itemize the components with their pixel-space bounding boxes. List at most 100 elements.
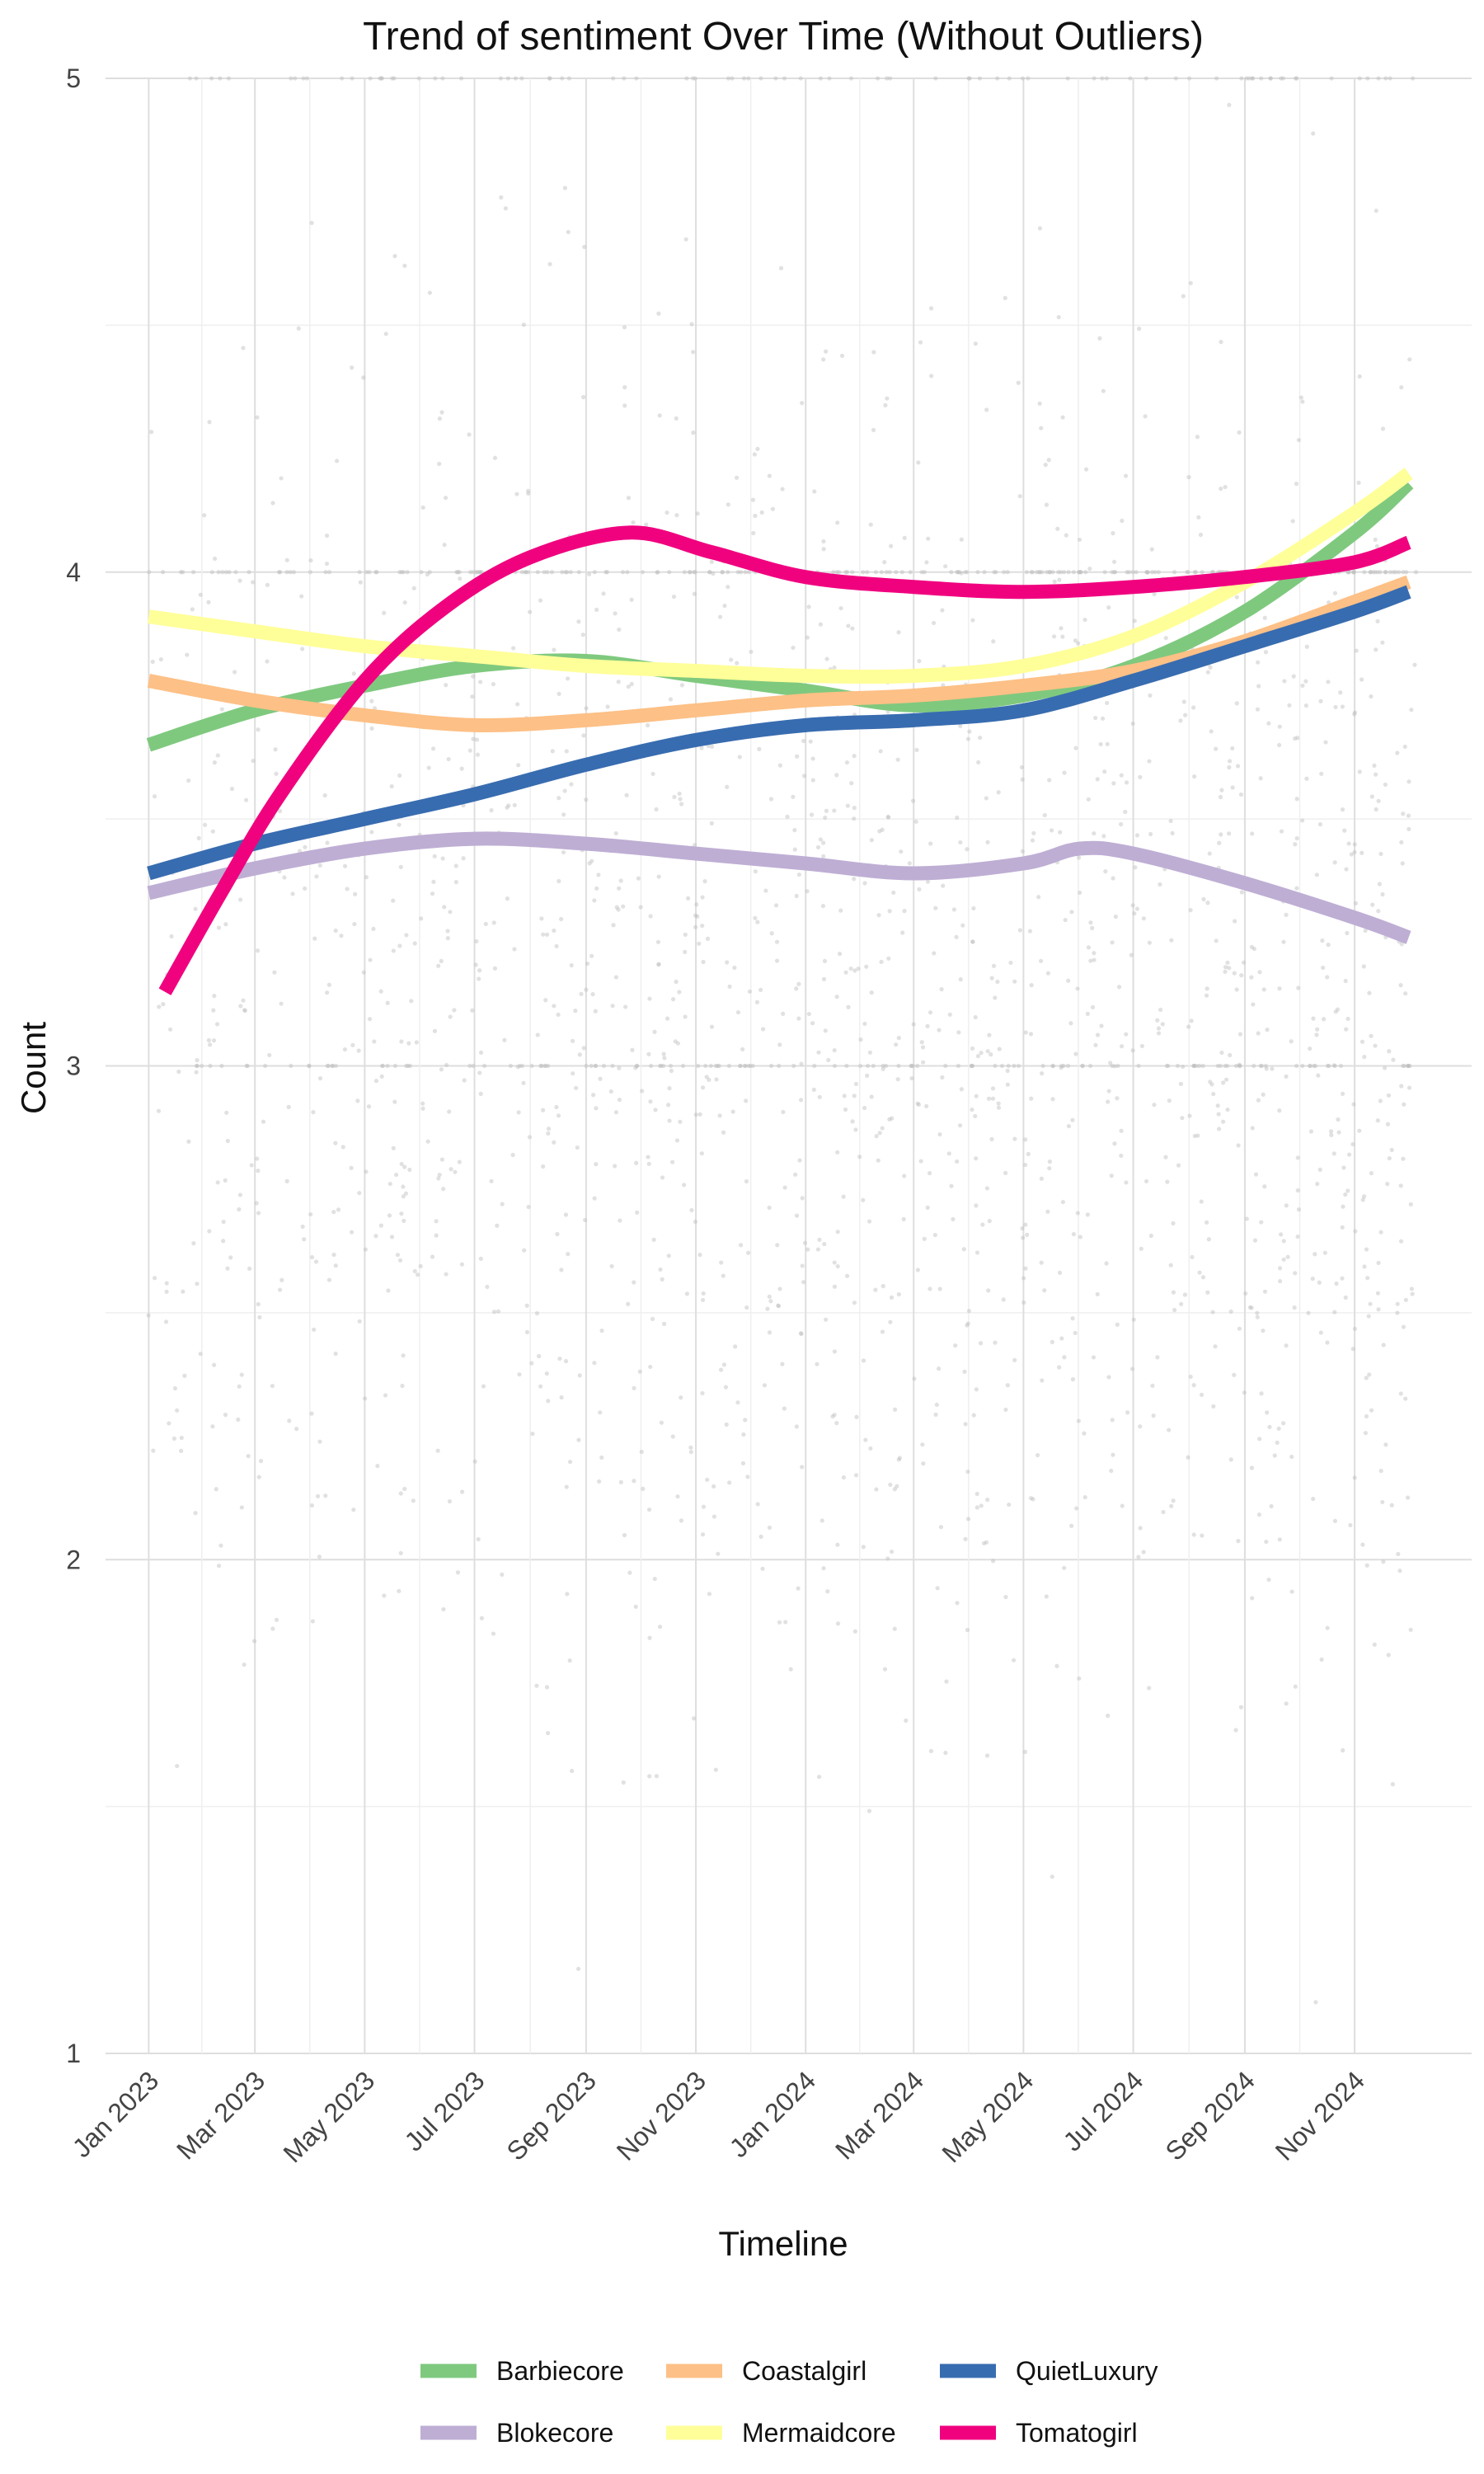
- scatter-point: [1377, 882, 1382, 887]
- scatter-point: [1005, 1383, 1010, 1388]
- scatter-point: [1191, 1063, 1197, 1069]
- scatter-point: [1205, 1220, 1209, 1225]
- scatter-point: [1030, 838, 1036, 843]
- scatter-point: [816, 1774, 822, 1780]
- scatter-point: [692, 591, 697, 596]
- scatter-point: [459, 1489, 465, 1494]
- x-tick-label: Jan 2024: [724, 2065, 822, 2163]
- scatter-point: [885, 1556, 890, 1561]
- scatter-point: [273, 747, 278, 752]
- scatter-point: [1110, 570, 1115, 575]
- scatter-point: [654, 807, 659, 812]
- scatter-point: [739, 570, 744, 575]
- series-line-blokecore: [147, 831, 1411, 944]
- x-tick-label: Jan 2023: [67, 2065, 165, 2163]
- scatter-point: [1296, 985, 1301, 990]
- scatter-point: [845, 803, 850, 808]
- scatter-point: [445, 929, 450, 934]
- scatter-point: [477, 976, 481, 981]
- scatter-point: [584, 706, 589, 711]
- scatter-point: [1167, 1427, 1172, 1432]
- scatter-point: [656, 962, 661, 967]
- scatter-point: [765, 1306, 770, 1311]
- scatter-point: [1390, 1782, 1395, 1787]
- scatter-point: [1111, 876, 1115, 881]
- scatter-point: [714, 1077, 719, 1082]
- scatter-point: [331, 1252, 336, 1258]
- scatter-point: [1368, 1301, 1373, 1306]
- scatter-point: [1304, 644, 1309, 649]
- scatter-point: [1236, 1539, 1241, 1544]
- scatter-point: [221, 1239, 226, 1244]
- scatter-point: [412, 1268, 417, 1274]
- scatter-point: [938, 1525, 944, 1530]
- scatter-point: [901, 1216, 906, 1221]
- scatter-point: [1003, 1170, 1008, 1175]
- scatter-point: [172, 1385, 178, 1391]
- scatter-point: [312, 1327, 317, 1332]
- scatter-point: [837, 952, 843, 957]
- scatter-point: [1239, 76, 1244, 81]
- scatter-point: [815, 1247, 821, 1252]
- scatter-point: [936, 1366, 942, 1371]
- scatter-point: [917, 659, 922, 664]
- scatter-point: [735, 1400, 740, 1405]
- scatter-point: [1227, 764, 1232, 770]
- scatter-point: [1369, 1171, 1374, 1176]
- scatter-point: [1325, 1340, 1330, 1345]
- scatter-point: [1317, 1280, 1322, 1285]
- scatter-point: [1376, 1260, 1381, 1266]
- scatter-point: [519, 1063, 525, 1069]
- scatter-point: [1172, 1307, 1177, 1313]
- scatter-point: [674, 979, 679, 985]
- scatter-point: [279, 476, 284, 481]
- scatter-point: [1349, 852, 1355, 857]
- scatter-point: [861, 1197, 866, 1202]
- scatter-point: [1387, 1049, 1392, 1054]
- scatter-point: [1134, 570, 1139, 575]
- scatter-point: [638, 905, 643, 910]
- scatter-point: [850, 570, 855, 575]
- scatter-point: [792, 847, 797, 852]
- scatter-point: [556, 1113, 561, 1118]
- scatter-point: [995, 979, 1000, 985]
- scatter-point: [709, 1024, 715, 1029]
- scatter-point: [816, 1050, 821, 1055]
- scatter-point: [1191, 1063, 1196, 1069]
- scatter-point: [1281, 1239, 1286, 1244]
- scatter-point: [655, 939, 661, 944]
- legend-label-barbiecore: Barbiecore: [496, 2356, 624, 2386]
- scatter-point: [762, 1383, 768, 1388]
- scatter-point: [959, 1087, 964, 1092]
- scatter-point: [1345, 930, 1350, 936]
- scatter-point: [757, 746, 762, 751]
- scatter-point: [782, 76, 787, 81]
- scatter-point: [458, 76, 464, 81]
- scatter-point: [529, 1063, 534, 1069]
- scatter-point: [414, 1040, 419, 1045]
- scatter-point: [207, 1229, 212, 1234]
- scatter-point: [330, 1063, 335, 1069]
- scatter-point: [282, 875, 287, 880]
- scatter-point: [1368, 570, 1373, 575]
- scatter-point: [212, 994, 217, 999]
- scatter-point: [371, 926, 376, 932]
- scatter-point: [1075, 986, 1080, 991]
- scatter-point: [547, 76, 552, 81]
- scatter-point: [915, 1101, 920, 1106]
- scatter-point: [439, 1067, 444, 1072]
- scatter-point: [1221, 1119, 1226, 1124]
- scatter-point: [683, 1014, 688, 1019]
- scatter-point: [1028, 1032, 1034, 1037]
- scatter-point: [658, 1267, 663, 1272]
- scatter-point: [546, 1730, 551, 1736]
- scatter-point: [791, 794, 796, 799]
- scatter-point: [1404, 570, 1409, 575]
- scatter-point: [570, 1768, 575, 1774]
- scatter-point: [957, 570, 962, 575]
- scatter-point: [634, 1160, 639, 1165]
- scatter-point: [1218, 794, 1223, 800]
- scatter-point: [832, 1413, 837, 1418]
- scatter-point: [409, 999, 414, 1004]
